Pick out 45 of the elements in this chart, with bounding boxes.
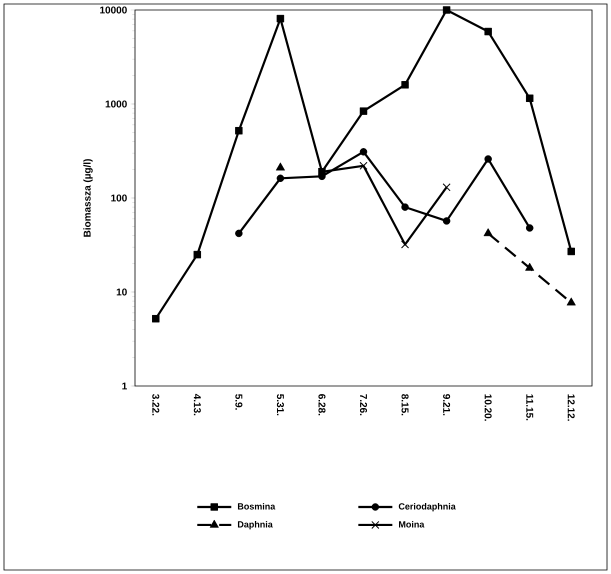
point [442, 217, 450, 225]
x-tick-label: 5.31. [276, 394, 284, 416]
point [235, 230, 243, 238]
point [442, 6, 450, 14]
point [484, 155, 492, 163]
point [276, 162, 285, 170]
x-tick-label: 7.26. [360, 394, 368, 416]
legend-label: Daphnia [238, 520, 273, 530]
x-tick-label: 10.20. [484, 394, 492, 421]
y-tick-label: 1000 [106, 100, 127, 108]
x-tick-label: 11.15. [526, 394, 534, 420]
y-axis-title: Biomassza (µg/l) [83, 159, 93, 237]
point [194, 250, 202, 258]
point [401, 81, 409, 89]
y-tick-label: 10000 [100, 6, 127, 14]
legend-label: Ceriodaphnia [398, 502, 456, 512]
x-tick-label: 6.28. [318, 394, 326, 416]
y-tick-label: 10 [116, 288, 127, 296]
point [235, 126, 243, 134]
point [484, 28, 492, 36]
point [526, 94, 534, 102]
point [276, 174, 284, 182]
point [484, 228, 493, 236]
legend-label: Bosmina [238, 502, 276, 510]
point [566, 297, 576, 306]
x-tick-label: 4.13. [194, 394, 201, 416]
point [152, 314, 160, 322]
point [359, 162, 368, 170]
x-tick-label: 3.22. [152, 394, 160, 416]
legend-label: Moina [399, 520, 424, 528]
point [360, 107, 368, 115]
point [526, 224, 534, 232]
point [442, 183, 451, 192]
x-tick-label: 5.9. [235, 394, 242, 410]
point [401, 240, 410, 249]
y-tick-label: 100 [111, 194, 127, 202]
point [401, 203, 409, 211]
x-tick-label: 12.12. [568, 394, 575, 421]
point [276, 14, 284, 22]
point [525, 262, 534, 271]
point [567, 248, 575, 256]
y-tick-label: 1 [122, 382, 127, 390]
point [360, 148, 368, 156]
x-tick-label: 9.21. [443, 394, 450, 416]
x-tick-label: 8.15. [402, 394, 409, 416]
